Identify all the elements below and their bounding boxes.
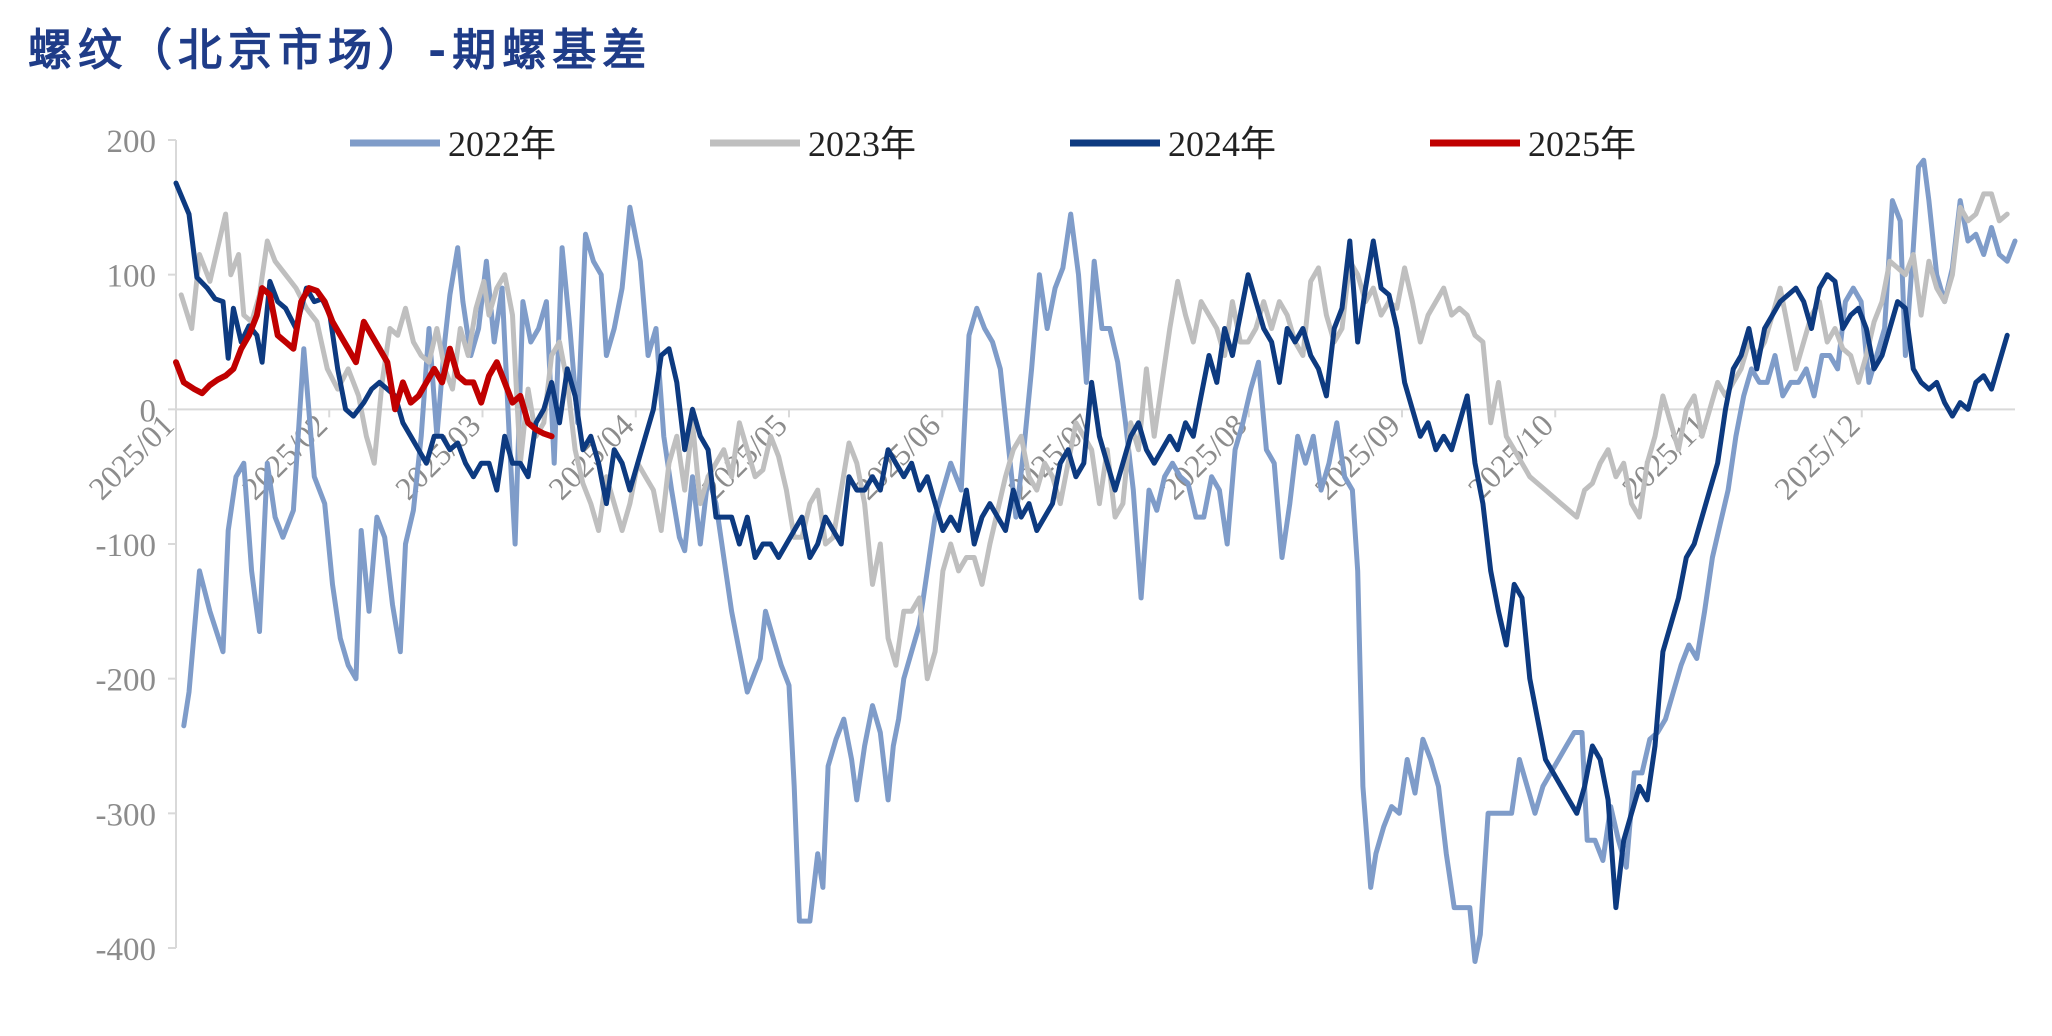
series-line-2023年 — [178, 191, 2010, 682]
y-tick-label: -200 — [96, 663, 157, 699]
legend-label: 2023年 — [808, 124, 916, 164]
legend-label: 2024年 — [1168, 124, 1276, 164]
chart-title: 螺纹（北京市场）-期螺基差 — [28, 25, 653, 76]
series-line-2022年 — [181, 157, 2018, 964]
y-tick-label: -400 — [96, 932, 157, 968]
series-layer — [173, 157, 2018, 964]
series-line-2024年 — [173, 180, 2010, 911]
legend-label: 2025年 — [1528, 124, 1636, 164]
legend: 2022年 2023年 2024年 2025年 — [350, 124, 1636, 164]
y-tick-label: 200 — [107, 124, 157, 160]
y-tick-label: 100 — [107, 259, 157, 295]
x-tick-label: 2025/12 — [1767, 407, 1867, 507]
y-tick-label: 0 — [140, 393, 157, 429]
x-tick-label: 2025/01 — [81, 407, 181, 507]
y-tick-label: -300 — [96, 797, 157, 833]
y-tick-label: -100 — [96, 528, 157, 564]
x-tick-label: 2025/08 — [1154, 407, 1254, 507]
legend-label: 2022年 — [448, 124, 556, 164]
series-line-2025年 — [173, 285, 555, 440]
